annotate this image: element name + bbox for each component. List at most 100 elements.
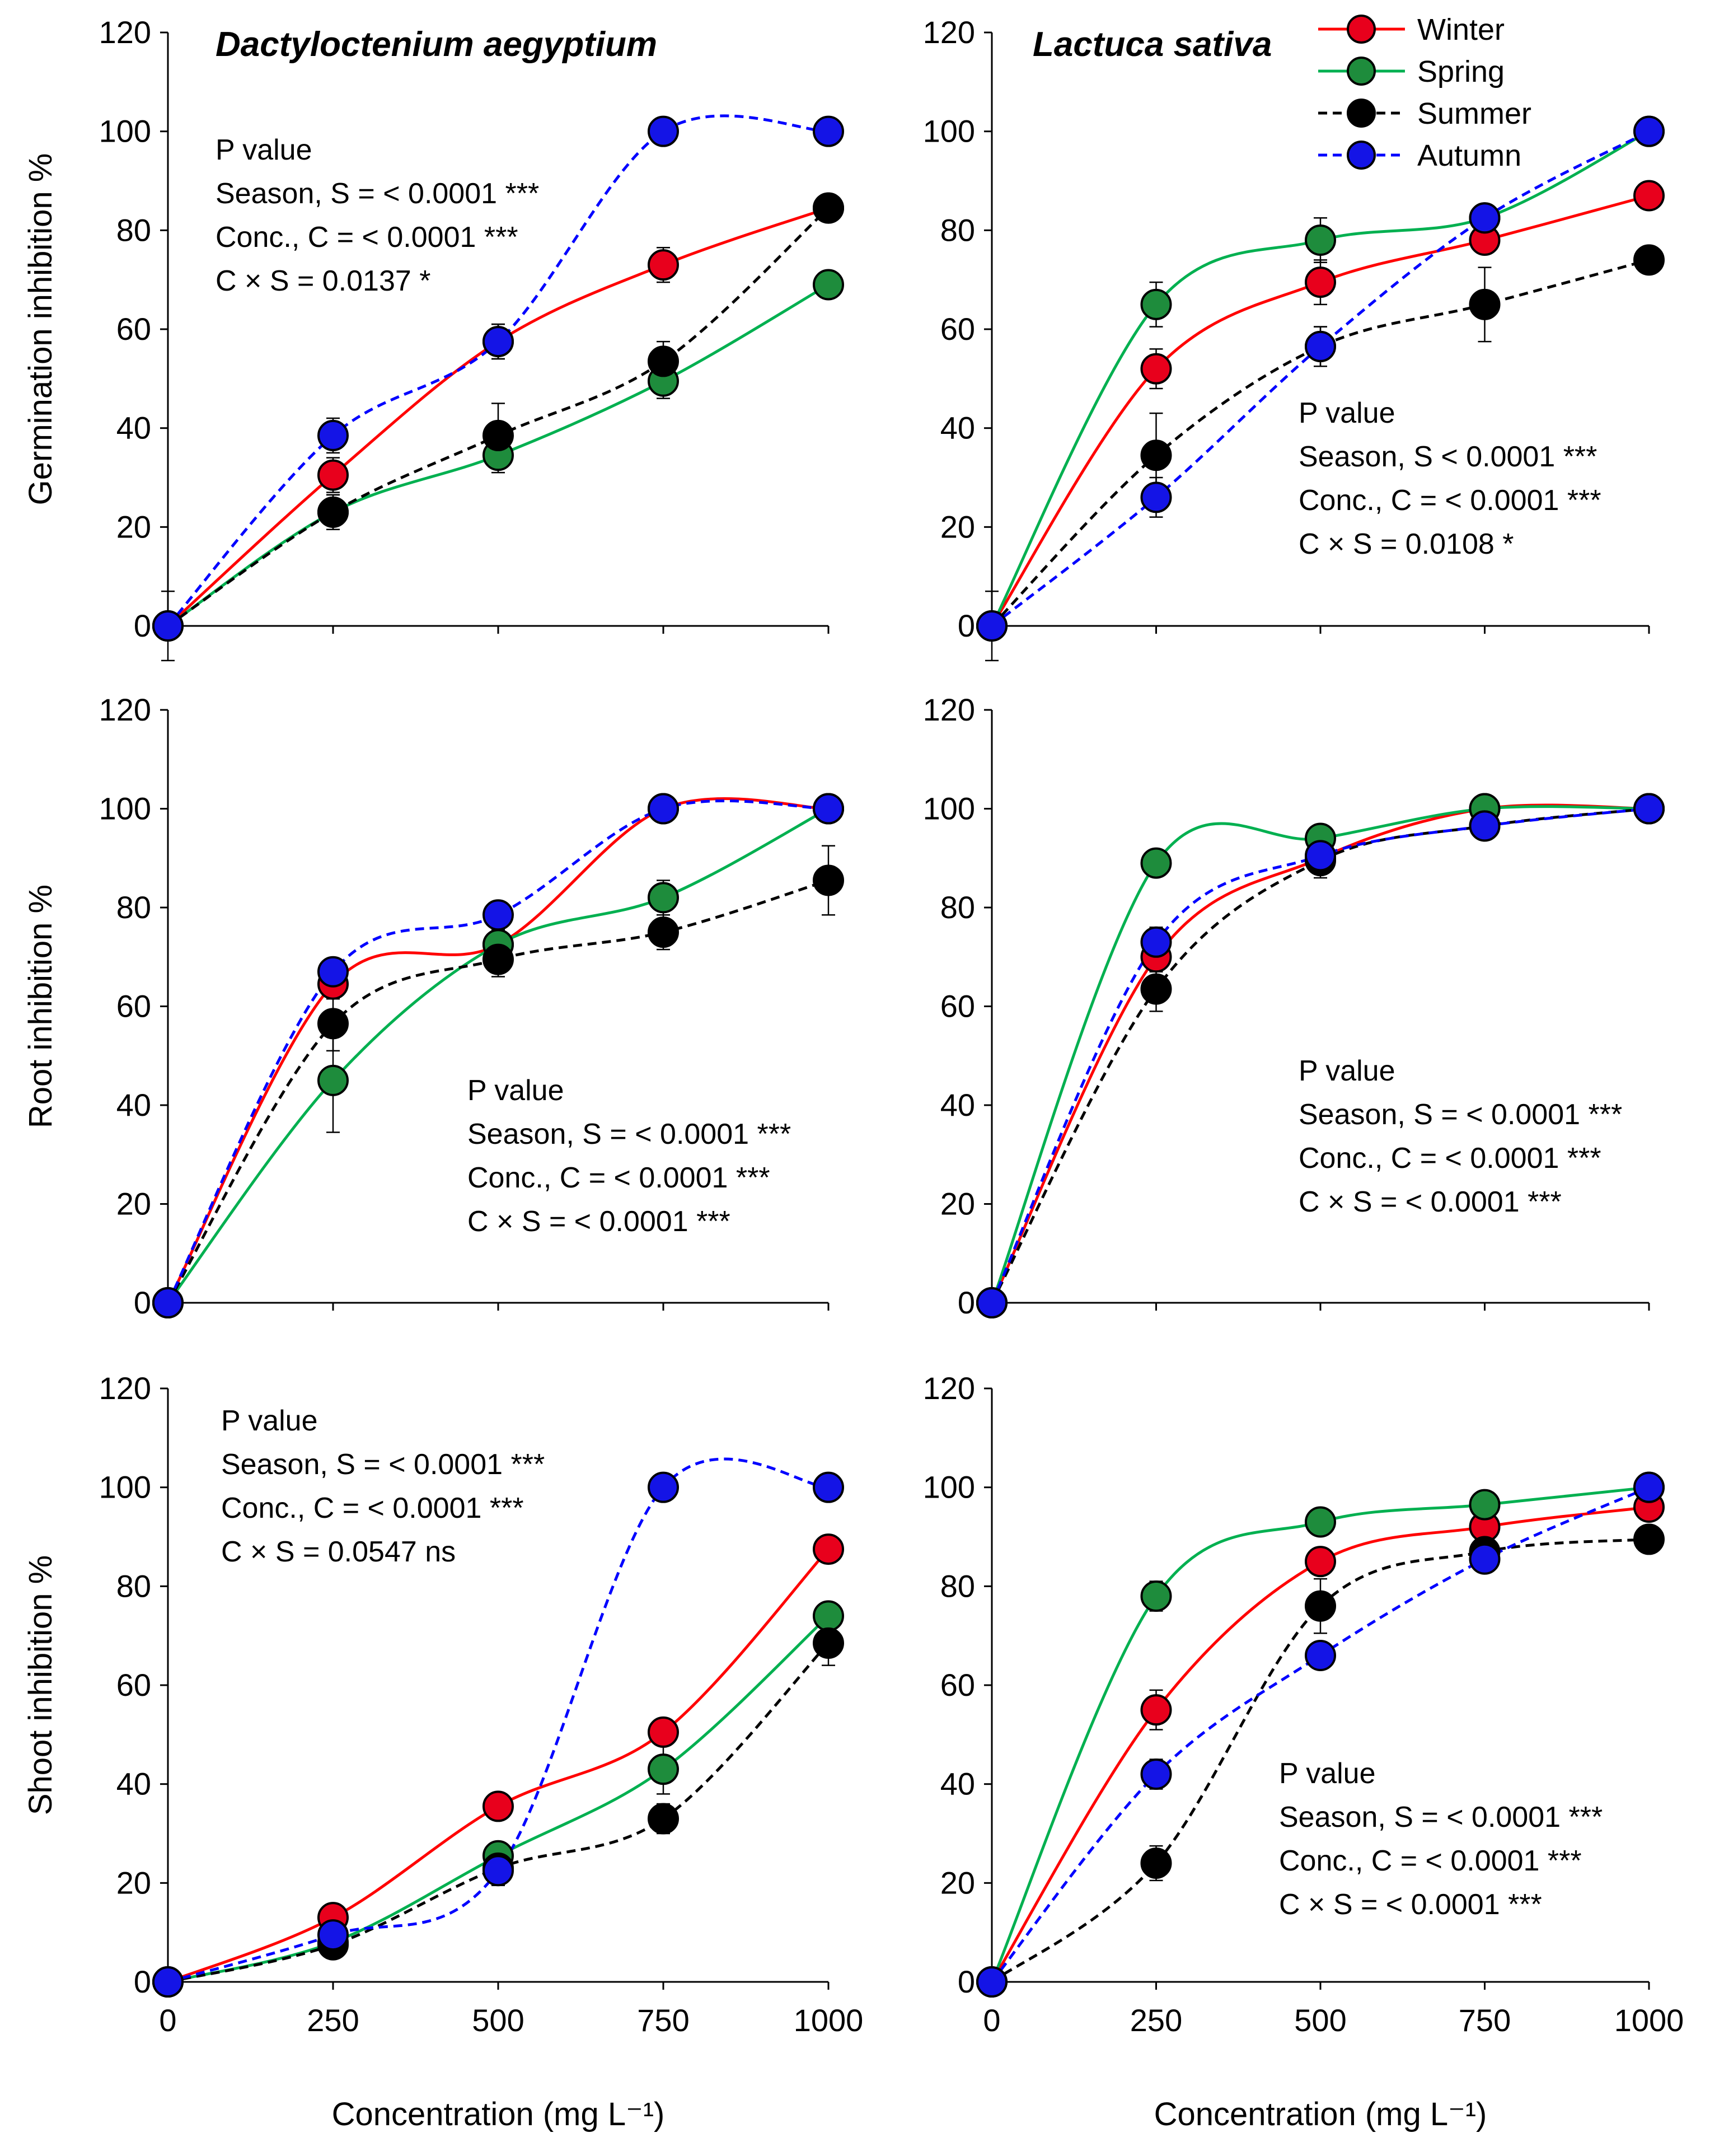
data-point-summer xyxy=(482,419,514,451)
x-tick-label: 750 xyxy=(1459,2003,1511,2038)
p-value-line: C × S = 0.0137 * xyxy=(215,265,431,297)
series-line-spring xyxy=(166,807,830,1304)
legend-marker-winter xyxy=(1347,15,1376,44)
data-point-autumn xyxy=(976,1966,1008,1998)
y-tick-label: 120 xyxy=(923,1371,975,1406)
y-tick-label: 80 xyxy=(940,890,975,925)
x-tick-label: 1000 xyxy=(1614,2003,1684,2038)
data-point-autumn xyxy=(1140,1759,1172,1790)
data-point-summer xyxy=(317,496,349,528)
data-point-autumn xyxy=(813,793,844,825)
data-point-autumn xyxy=(1633,115,1665,147)
y-tick-label: 120 xyxy=(99,15,151,50)
p-value-line: Conc., C = < 0.0001 *** xyxy=(1299,484,1601,517)
y-tick-label: 0 xyxy=(958,1285,975,1320)
legend-label-autumn: Autumn xyxy=(1417,139,1521,172)
data-point-autumn xyxy=(152,610,184,642)
y-tick-label: 40 xyxy=(116,410,151,446)
x-tick-label: 250 xyxy=(307,2003,359,2038)
x-tick-label: 0 xyxy=(983,2003,1000,2038)
data-point-spring xyxy=(648,882,679,914)
data-point-autumn xyxy=(1469,1543,1501,1575)
series-line-autumn xyxy=(991,130,1650,627)
y-tick-label: 40 xyxy=(940,410,975,446)
y-tick-label: 60 xyxy=(116,1667,151,1703)
data-point-spring xyxy=(1140,288,1172,320)
p-value-line: Season, S = < 0.0001 *** xyxy=(467,1118,791,1151)
x-axis-label: Concentration (mg L⁻¹) xyxy=(1154,2096,1487,2132)
y-tick-label: 0 xyxy=(134,1964,151,1999)
y-tick-label: 100 xyxy=(923,114,975,149)
series-line-spring xyxy=(990,1486,1650,1982)
data-point-spring xyxy=(1469,1489,1501,1521)
y-tick-label: 20 xyxy=(940,509,975,544)
p-value-line: C × S = < 0.0001 *** xyxy=(1299,1186,1562,1218)
x-tick-label: 1000 xyxy=(794,2003,864,2038)
data-point-summer xyxy=(1140,1848,1172,1879)
series-line-winter xyxy=(990,1505,1650,1983)
series-line-spring xyxy=(990,130,1650,627)
y-tick-label: 0 xyxy=(958,608,975,643)
legend-marker-summer xyxy=(1347,99,1376,128)
y-tick-label: 120 xyxy=(923,692,975,727)
data-point-autumn xyxy=(976,610,1008,642)
data-point-winter xyxy=(1305,1546,1336,1578)
panel-6: 0 20 40 60 80 100 120 0 250 500 750 1000 Concentrati… xyxy=(923,1371,1684,2132)
y-tick-label: 60 xyxy=(940,1667,975,1703)
data-point-winter xyxy=(1633,180,1665,212)
legend-label-spring: Spring xyxy=(1417,55,1505,88)
data-point-spring xyxy=(1140,847,1172,879)
y-tick-label: 100 xyxy=(99,791,151,826)
data-point-winter xyxy=(482,1790,514,1822)
y-tick-label: 60 xyxy=(940,311,975,347)
y-tick-label: 0 xyxy=(958,1964,975,1999)
panel-3: 0 20 40 60 80 100 120 Root inhibition % P value S… xyxy=(22,692,844,1320)
p-value-line: C × S = < 0.0001 *** xyxy=(467,1205,730,1238)
p-value-heading: P value xyxy=(1299,397,1395,429)
y-axis-label: Root inhibition % xyxy=(22,885,59,1128)
data-point-autumn xyxy=(1633,1471,1665,1503)
data-point-autumn xyxy=(317,419,349,451)
series-line-autumn xyxy=(990,807,1650,1304)
data-point-autumn xyxy=(648,793,679,825)
data-point-autumn xyxy=(1305,330,1336,362)
data-point-autumn xyxy=(482,1855,514,1887)
p-value-heading: P value xyxy=(1279,1757,1376,1790)
y-tick-label: 60 xyxy=(116,989,151,1024)
x-tick-label: 500 xyxy=(1294,2003,1346,2038)
y-tick-label: 80 xyxy=(116,1568,151,1603)
data-point-winter xyxy=(648,1716,679,1748)
x-tick-label: 750 xyxy=(637,2003,689,2038)
data-point-autumn xyxy=(1140,926,1172,958)
data-point-summer xyxy=(1305,1590,1336,1622)
p-value-line: Conc., C = < 0.0001 *** xyxy=(221,1492,524,1524)
y-tick-label: 80 xyxy=(116,212,151,247)
data-point-autumn xyxy=(152,1287,184,1318)
y-tick-label: 60 xyxy=(116,311,151,347)
y-tick-label: 40 xyxy=(940,1087,975,1123)
data-point-winter xyxy=(1140,1694,1172,1726)
y-axis-label: Shoot inhibition % xyxy=(22,1555,59,1815)
data-point-autumn xyxy=(317,1919,349,1951)
panel-4: 0 20 40 60 80 100 120 P value Season, S = < 0.00… xyxy=(923,692,1665,1320)
data-point-summer xyxy=(1633,244,1665,276)
data-point-spring xyxy=(1140,1580,1172,1612)
data-point-spring xyxy=(317,1064,349,1096)
y-axis-label: Germination inhibition % xyxy=(22,153,59,506)
data-point-winter xyxy=(813,1533,844,1565)
data-point-autumn xyxy=(1305,840,1336,872)
x-tick-label: 0 xyxy=(159,2003,176,2038)
data-point-autumn xyxy=(1305,1640,1336,1671)
data-point-summer xyxy=(648,916,679,948)
data-point-summer xyxy=(1469,288,1501,320)
data-point-summer xyxy=(1140,439,1172,471)
p-value-line: Conc., C = < 0.0001 *** xyxy=(1299,1142,1601,1175)
data-point-autumn xyxy=(648,115,679,147)
data-point-summer xyxy=(648,1803,679,1835)
panel-title: Lactuca sativa xyxy=(1033,25,1272,64)
data-point-spring xyxy=(813,269,844,301)
p-value-line: Conc., C = < 0.0001 *** xyxy=(215,221,518,254)
legend-label-summer: Summer xyxy=(1417,97,1531,130)
p-value-heading: P value xyxy=(215,134,312,166)
